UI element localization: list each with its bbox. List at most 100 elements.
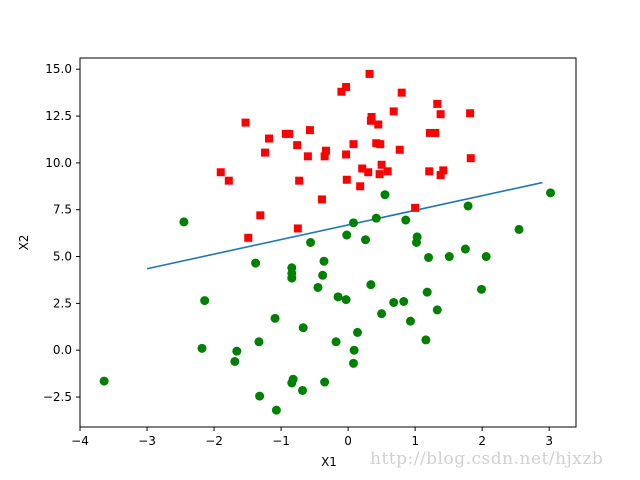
x-tick-label: 1 xyxy=(411,434,419,448)
square-point-36 xyxy=(293,224,302,233)
y-tick-label: 2.5 xyxy=(53,296,72,310)
circle-point-0 xyxy=(99,376,109,386)
circle-point-37 xyxy=(399,297,409,307)
fit-line xyxy=(146,181,543,270)
circle-point-13 xyxy=(287,273,297,283)
square-point-6 xyxy=(260,148,269,157)
data-points xyxy=(99,69,556,415)
square-point-19 xyxy=(372,139,381,148)
square-point-7 xyxy=(216,168,225,177)
circle-point-23 xyxy=(331,337,341,347)
circle-point-36 xyxy=(389,297,399,307)
x-tick-label: −1 xyxy=(272,434,290,448)
square-point-8 xyxy=(224,176,233,185)
x-tick-label: −3 xyxy=(138,434,156,448)
circle-point-44 xyxy=(424,252,434,262)
x-tick-label: 0 xyxy=(344,434,352,448)
square-point-4 xyxy=(293,141,302,150)
decision-line xyxy=(146,181,543,270)
square-point-22 xyxy=(342,150,351,159)
square-point-14 xyxy=(342,83,351,92)
square-point-30 xyxy=(389,107,398,116)
square-point-5 xyxy=(305,126,314,135)
square-point-3 xyxy=(285,129,294,138)
x-tick-label: 2 xyxy=(478,434,486,448)
square-point-31 xyxy=(397,88,406,97)
square-point-15 xyxy=(365,69,374,78)
x-axis-label: X1 xyxy=(321,455,337,469)
circle-point-46 xyxy=(444,252,454,262)
circle-point-15 xyxy=(287,378,297,388)
plot-frame xyxy=(79,57,577,428)
square-point-33 xyxy=(317,195,326,204)
circle-point-43 xyxy=(422,287,432,297)
circle-point-7 xyxy=(251,258,261,268)
circle-point-29 xyxy=(348,358,358,368)
circle-point-26 xyxy=(342,230,352,240)
square-point-42 xyxy=(436,110,445,119)
square-point-45 xyxy=(466,109,475,118)
circle-point-19 xyxy=(313,282,323,292)
square-point-29 xyxy=(356,182,365,191)
circle-point-9 xyxy=(271,405,281,415)
square-point-0 xyxy=(241,118,250,127)
square-point-27 xyxy=(383,167,392,176)
circle-point-20 xyxy=(319,256,329,266)
circle-point-27 xyxy=(348,218,358,228)
circle-point-41 xyxy=(411,238,421,247)
x-tick-label: −4 xyxy=(71,434,89,448)
axes: −4 −3 −2 −1 0 1 2 3 −2.5 0.0 2.5 5.0 7.5 10.0 12.5 15.0 xyxy=(43,57,577,448)
y-tick-label: 10.0 xyxy=(45,156,72,170)
square-point-26 xyxy=(375,170,384,179)
square-point-9 xyxy=(295,176,304,185)
circle-point-28 xyxy=(349,345,359,355)
circle-point-52 xyxy=(546,188,556,198)
y-tick-label: −2.5 xyxy=(43,390,72,404)
square-point-39 xyxy=(425,128,434,137)
circle-point-48 xyxy=(463,201,473,211)
circle-point-17 xyxy=(298,323,308,333)
square-point-20 xyxy=(349,140,358,149)
circle-point-49 xyxy=(476,284,486,294)
circle-point-39 xyxy=(405,316,415,326)
circle-point-25 xyxy=(341,295,351,305)
circle-point-32 xyxy=(366,280,376,290)
square-point-1 xyxy=(265,134,274,143)
square-point-11 xyxy=(321,146,330,155)
circle-point-8 xyxy=(255,391,265,401)
circle-point-6 xyxy=(254,337,264,347)
square-point-35 xyxy=(244,233,253,242)
square-point-40 xyxy=(431,128,440,137)
circle-point-24 xyxy=(333,292,343,302)
x-tick-label: 3 xyxy=(545,434,553,448)
circle-point-45 xyxy=(432,305,442,315)
square-point-21 xyxy=(376,140,385,149)
y-axis-label: X2 xyxy=(17,235,31,251)
square-point-38 xyxy=(425,167,434,176)
y-tick-label: 12.5 xyxy=(45,109,72,123)
circle-point-33 xyxy=(371,213,381,223)
circle-point-4 xyxy=(232,346,242,356)
x-tick-label: −2 xyxy=(205,434,223,448)
watermark-text: http://blog.csdn.net/hjxzb xyxy=(370,449,604,469)
circle-point-31 xyxy=(361,235,371,245)
square-point-34 xyxy=(256,211,265,220)
circle-point-10 xyxy=(270,313,280,323)
circle-point-42 xyxy=(421,335,431,345)
circle-point-22 xyxy=(320,377,330,387)
y-tick-label: 0.0 xyxy=(53,343,72,357)
circle-point-35 xyxy=(380,190,390,200)
square-point-25 xyxy=(377,160,386,169)
y-tick-label: 15.0 xyxy=(45,62,72,76)
square-point-43 xyxy=(436,171,445,180)
square-point-17 xyxy=(366,116,375,125)
circle-point-51 xyxy=(514,224,524,234)
square-point-13 xyxy=(337,87,346,96)
circle-point-50 xyxy=(481,252,491,262)
circle-point-16 xyxy=(298,385,308,395)
circle-point-2 xyxy=(200,296,210,306)
circle-point-5 xyxy=(230,356,240,366)
circle-point-30 xyxy=(352,327,362,337)
circle-point-21 xyxy=(318,270,328,280)
